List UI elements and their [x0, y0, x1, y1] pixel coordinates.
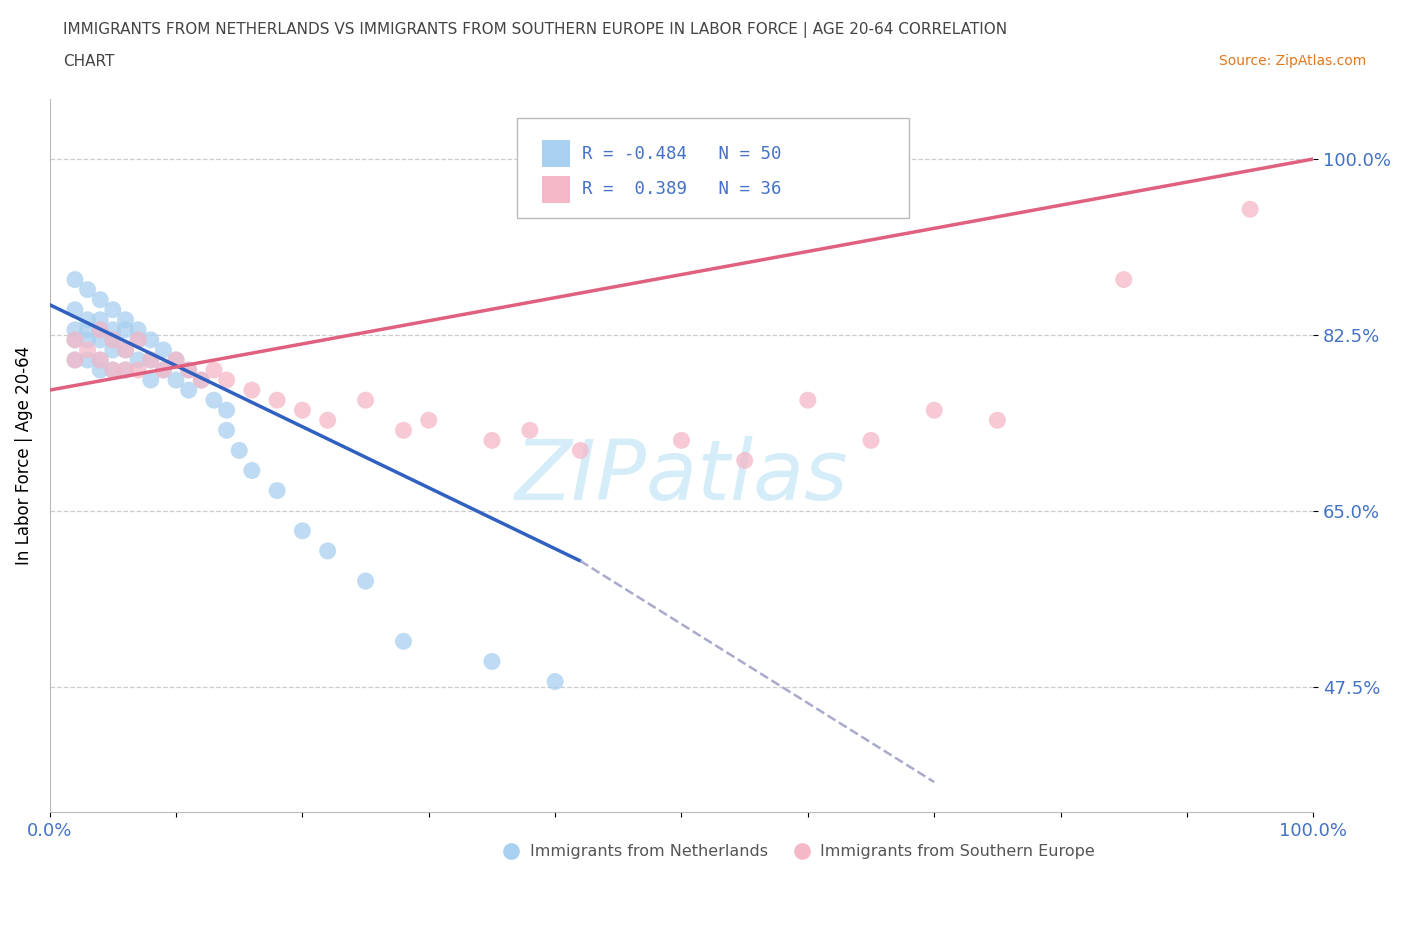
Point — [354, 574, 377, 589]
Point — [127, 352, 149, 367]
Text: ZIPatlas: ZIPatlas — [515, 436, 848, 517]
Point — [114, 363, 136, 378]
Point — [922, 403, 945, 418]
Point — [569, 443, 592, 458]
Point — [63, 352, 86, 367]
Point — [127, 332, 149, 347]
Text: CHART: CHART — [63, 54, 115, 69]
Point — [101, 332, 124, 347]
Point — [1112, 272, 1135, 287]
Point — [392, 634, 415, 649]
Point — [266, 392, 288, 407]
Point — [114, 342, 136, 357]
Point — [89, 352, 111, 367]
Point — [354, 392, 377, 407]
Point — [177, 382, 200, 397]
Point — [316, 413, 339, 428]
Point — [1239, 202, 1261, 217]
Point — [63, 323, 86, 338]
Point — [291, 403, 314, 418]
Point — [215, 403, 238, 418]
Point — [139, 352, 162, 367]
Point — [544, 674, 567, 689]
Point — [127, 332, 149, 347]
Point — [291, 524, 314, 538]
Bar — [543, 176, 571, 203]
Point — [63, 332, 86, 347]
Point — [228, 443, 250, 458]
Point — [114, 342, 136, 357]
Point — [101, 342, 124, 357]
Text: R =  0.389   N = 36: R = 0.389 N = 36 — [582, 180, 782, 198]
Point — [101, 302, 124, 317]
Point — [76, 352, 98, 367]
Point — [89, 352, 111, 367]
Point — [202, 363, 225, 378]
Point — [152, 363, 174, 378]
Point — [734, 453, 756, 468]
Point — [139, 352, 162, 367]
Text: R = -0.484   N = 50: R = -0.484 N = 50 — [582, 145, 782, 163]
Point — [114, 312, 136, 327]
Point — [89, 363, 111, 378]
Point — [63, 302, 86, 317]
Point — [240, 382, 263, 397]
Y-axis label: In Labor Force | Age 20-64: In Labor Force | Age 20-64 — [15, 346, 32, 565]
Point — [63, 332, 86, 347]
Point — [63, 272, 86, 287]
Point — [859, 433, 882, 448]
Point — [165, 352, 187, 367]
Point — [215, 373, 238, 388]
Point — [152, 342, 174, 357]
Point — [89, 323, 111, 338]
Point — [266, 484, 288, 498]
Bar — [543, 140, 571, 167]
Point — [76, 312, 98, 327]
Point — [89, 292, 111, 307]
Point — [114, 323, 136, 338]
Point — [76, 323, 98, 338]
Point — [481, 654, 503, 669]
Point — [671, 433, 693, 448]
Point — [190, 373, 212, 388]
Point — [177, 363, 200, 378]
Point — [89, 312, 111, 327]
Point — [392, 423, 415, 438]
Point — [101, 332, 124, 347]
Point — [240, 463, 263, 478]
Point — [519, 423, 541, 438]
Point — [76, 282, 98, 297]
Point — [76, 342, 98, 357]
Point — [89, 323, 111, 338]
Point — [202, 392, 225, 407]
Point — [152, 363, 174, 378]
Point — [797, 392, 820, 407]
FancyBboxPatch shape — [517, 118, 908, 218]
Point — [165, 373, 187, 388]
Point — [165, 352, 187, 367]
Point — [127, 323, 149, 338]
Point — [481, 433, 503, 448]
Point — [101, 363, 124, 378]
Point — [190, 373, 212, 388]
Text: Immigrants from Netherlands: Immigrants from Netherlands — [530, 844, 768, 859]
Point — [114, 363, 136, 378]
Point — [76, 332, 98, 347]
Point — [139, 332, 162, 347]
Point — [101, 363, 124, 378]
Point — [127, 363, 149, 378]
Point — [316, 543, 339, 558]
Text: Source: ZipAtlas.com: Source: ZipAtlas.com — [1219, 54, 1367, 68]
Text: Immigrants from Southern Europe: Immigrants from Southern Europe — [821, 844, 1095, 859]
Point — [177, 363, 200, 378]
Point — [63, 352, 86, 367]
Point — [986, 413, 1008, 428]
Point — [418, 413, 440, 428]
Point — [215, 423, 238, 438]
Text: IMMIGRANTS FROM NETHERLANDS VS IMMIGRANTS FROM SOUTHERN EUROPE IN LABOR FORCE | : IMMIGRANTS FROM NETHERLANDS VS IMMIGRANT… — [63, 22, 1007, 38]
Point — [101, 323, 124, 338]
Point — [139, 373, 162, 388]
Point — [89, 332, 111, 347]
